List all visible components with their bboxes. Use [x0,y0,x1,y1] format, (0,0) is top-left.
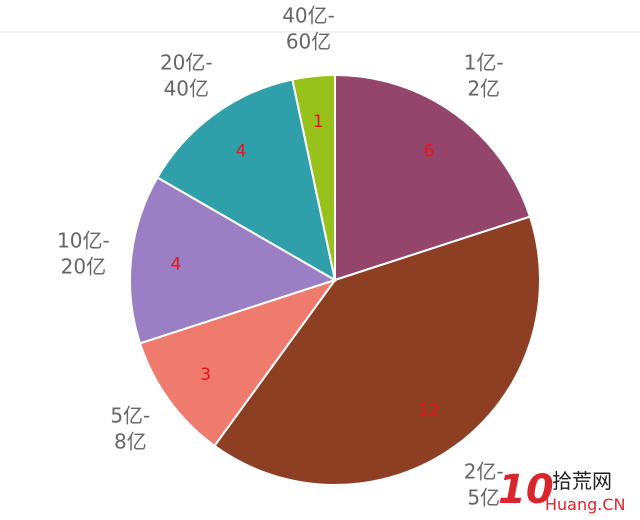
category-label: 5亿-8亿 [110,404,150,454]
pie-slice [291,73,336,281]
watermark-name: 拾荒网 [552,469,612,493]
pie-slice [334,73,532,282]
value-label: 6 [424,142,435,162]
value-label: 4 [236,142,247,162]
pie-slice [156,78,337,282]
watermark: 10 拾荒网 Huang.CN [498,467,626,514]
value-label: 12 [418,400,440,420]
value-label: 4 [171,254,182,274]
value-label: 3 [200,365,211,385]
category-label: 2亿-5亿 [464,460,504,510]
category-label: 40亿-60亿 [282,3,335,53]
pie-slice [213,215,541,486]
pie-slice [138,278,338,448]
category-label: 20亿-40亿 [160,50,213,100]
watermark-number: 10 [498,467,554,513]
pie: 6 1亿-2亿 12 2亿-5亿 3 5亿-8亿 4 10亿-20亿 4 20亿-40亿 1 40亿-… [57,3,541,510]
watermark-site: Huang.CN [545,495,626,514]
pie-slice [129,176,338,345]
category-label: 10亿-20亿 [57,229,110,279]
category-label: 1亿-2亿 [464,50,504,100]
value-label: 1 [313,112,324,132]
